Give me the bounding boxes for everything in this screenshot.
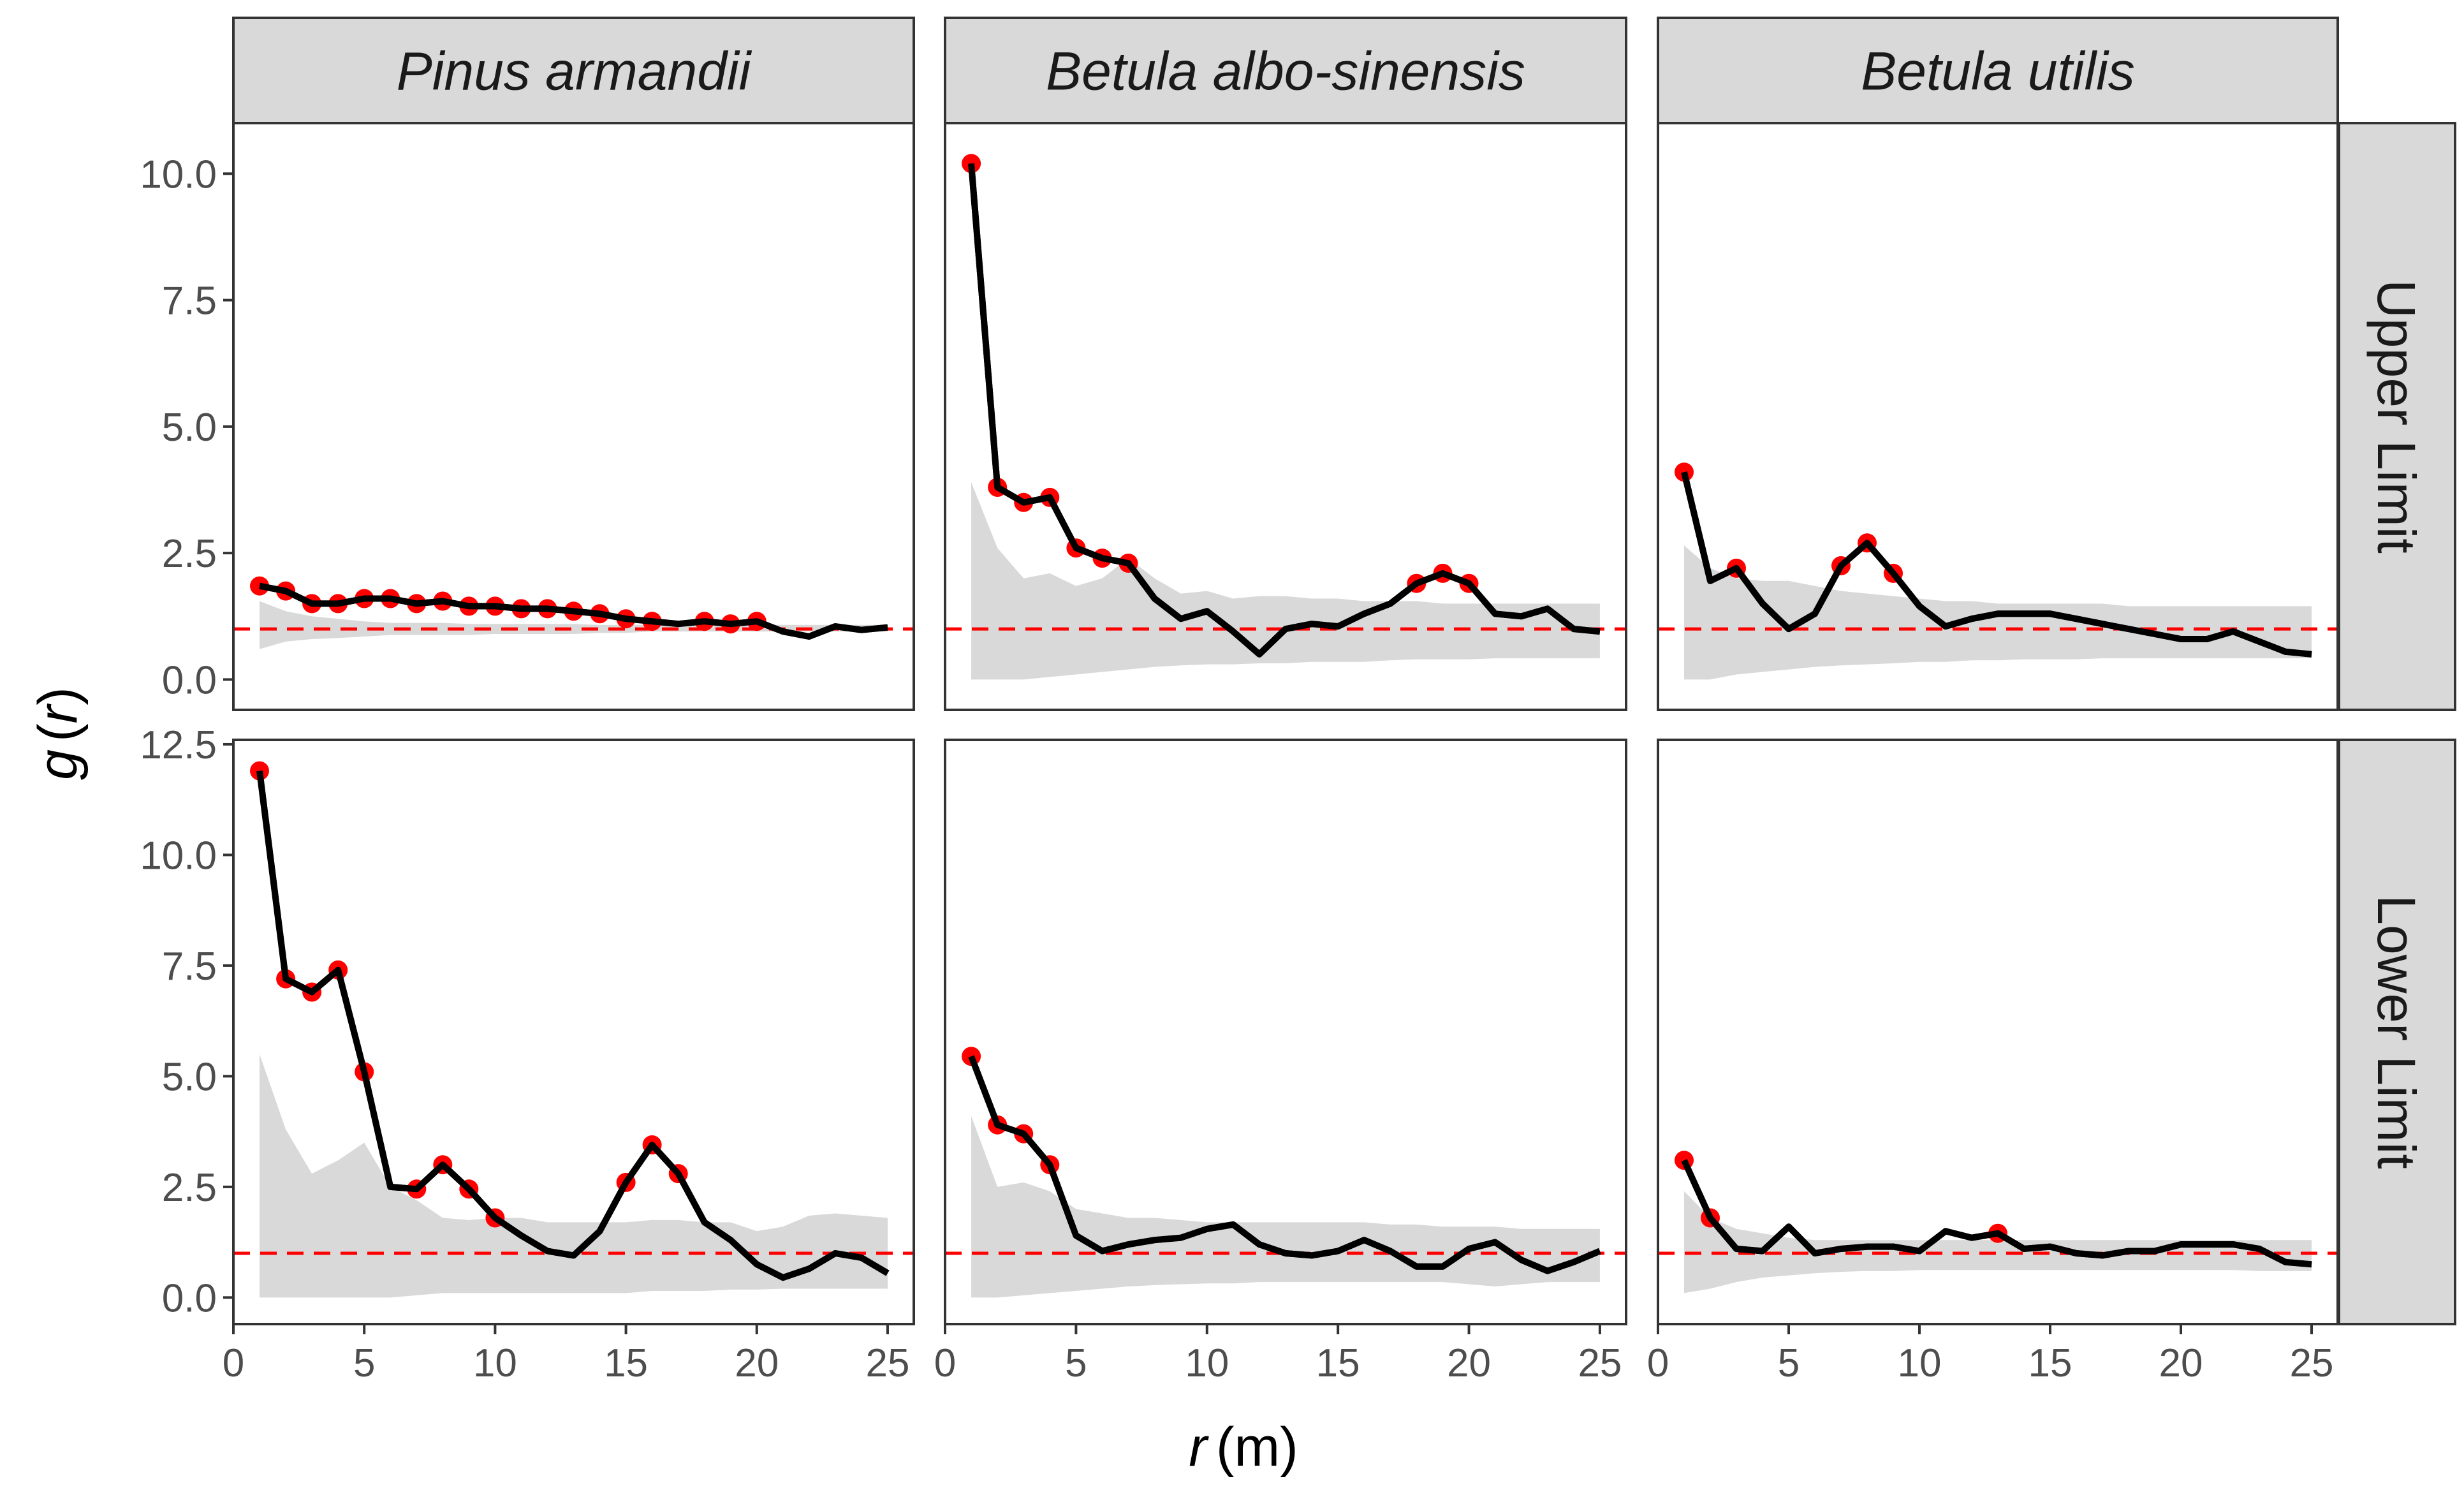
x-tick-label: 0: [1647, 1341, 1669, 1385]
g-r-line-overlay: [968, 1055, 1601, 1274]
x-tick-label: 20: [1447, 1341, 1491, 1385]
g-r-line-overlay: [1681, 1159, 2312, 1268]
x-tick-label: 25: [1578, 1341, 1622, 1385]
x-tick-label: 5: [1778, 1341, 1800, 1385]
y-tick-label: 2.5: [162, 1166, 217, 1210]
column-strip-label: Betula albo-sinensis: [1046, 41, 1525, 101]
x-tick-label: 5: [1065, 1341, 1087, 1385]
y-tick-label: 0.0: [162, 658, 217, 702]
g-r-line-overlay: [256, 770, 890, 1281]
x-tick-label: 20: [2159, 1341, 2203, 1385]
axes: 0.0 2.5 5.0 7.5 10.0 0.0 2.5 5.0 7.5 10.0 12.5 0 5 10…: [140, 152, 2333, 1385]
x-tick-label: 0: [934, 1341, 956, 1385]
panel-upper-1: [945, 154, 1626, 680]
row-strip-label: Lower Limit: [2366, 895, 2426, 1168]
panel-lower-2: [1658, 1151, 2338, 1293]
facet-strips: Pinus armandii Betula albo-sinensis Betula…: [232, 17, 2456, 1325]
simulation-envelope: [260, 601, 888, 649]
g-r-line-overlay: [968, 163, 1601, 658]
panel-upper-0: [233, 576, 914, 649]
column-strip: [944, 17, 1627, 124]
x-axis-title: r (m): [1189, 1417, 1298, 1478]
x-axis-variable: r: [1189, 1417, 1209, 1478]
panel-lower-0: [233, 761, 914, 1298]
x-tick-label: 10: [1898, 1341, 1942, 1385]
y-axis-argument: r: [27, 703, 89, 723]
x-axis-unit: (m): [1216, 1417, 1298, 1478]
y-tick-label: 10.0: [140, 834, 217, 878]
y-tick-label: 5.0: [162, 406, 217, 450]
y-axis-variable: g: [27, 749, 89, 780]
column-strip-label: Betula utilis: [1861, 41, 2135, 101]
x-tick-label: 0: [223, 1341, 244, 1385]
row-strip-label: Upper Limit: [2366, 279, 2426, 553]
x-tick-label: 15: [1316, 1341, 1360, 1385]
x-tick-label: 25: [865, 1341, 909, 1385]
x-tick-label: 10: [473, 1341, 517, 1385]
x-tick-label: 20: [735, 1341, 779, 1385]
x-tick-label: 5: [353, 1341, 375, 1385]
panel-lower-1: [945, 1047, 1626, 1298]
y-tick-label: 7.5: [162, 279, 217, 323]
panel-data: [233, 154, 2338, 1298]
row-strip: [2338, 739, 2456, 1325]
column-strip: [232, 17, 915, 124]
y-tick-label: 12.5: [140, 723, 217, 767]
panel-border: [232, 739, 915, 1325]
significant-point: [962, 154, 981, 173]
panel-backgrounds: [233, 123, 2338, 1324]
panel-upper-2: [1658, 462, 2338, 680]
x-tick-label: 15: [2028, 1341, 2072, 1385]
x-tick-label: 10: [1185, 1341, 1229, 1385]
y-tick-label: 7.5: [162, 945, 217, 989]
column-strip: [1657, 17, 2339, 124]
y-tick-label: 0.0: [162, 1276, 217, 1320]
y-tick-label: 2.5: [162, 532, 217, 576]
g-r-line-overlay: [1681, 471, 2312, 658]
y-tick-label: 10.0: [140, 152, 217, 196]
y-axis-title: g(r): [27, 687, 89, 780]
row-strip: [2338, 122, 2456, 711]
column-strip-label: Pinus armandii: [397, 41, 752, 101]
x-tick-label: 15: [604, 1341, 648, 1385]
y-tick-label: 5.0: [162, 1055, 217, 1099]
x-tick-label: 25: [2290, 1341, 2334, 1385]
g-r-line-overlay: [259, 582, 888, 640]
panel-border: [944, 739, 1627, 1325]
